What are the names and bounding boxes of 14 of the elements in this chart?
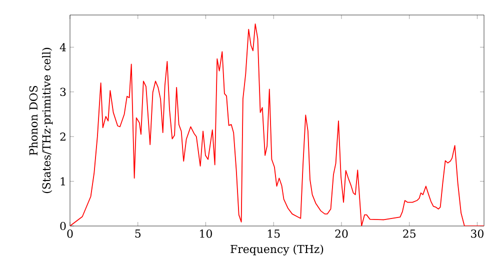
x-tick-label: 15 [268, 230, 280, 238]
y-tick-label: 3 [60, 88, 66, 96]
y-tick-label: 2 [60, 132, 66, 141]
y-tick-label: 1 [60, 177, 65, 186]
y-tick-label: 0 [60, 222, 66, 230]
x-tick-label: 20 [335, 230, 348, 238]
x-tick-label: 25 [403, 230, 416, 238]
y-axis-title: Phonon DOS (States/THz·primitive cell) [29, 48, 53, 194]
x-axis-title: Frequency (THz) [230, 244, 324, 256]
x-tick-label: 5 [135, 230, 141, 238]
x-tick-label: 30 [471, 230, 484, 238]
y-tick-label: 4 [60, 43, 66, 52]
x-tick-label: 0 [67, 230, 73, 238]
x-tick-label: 10 [200, 230, 212, 238]
